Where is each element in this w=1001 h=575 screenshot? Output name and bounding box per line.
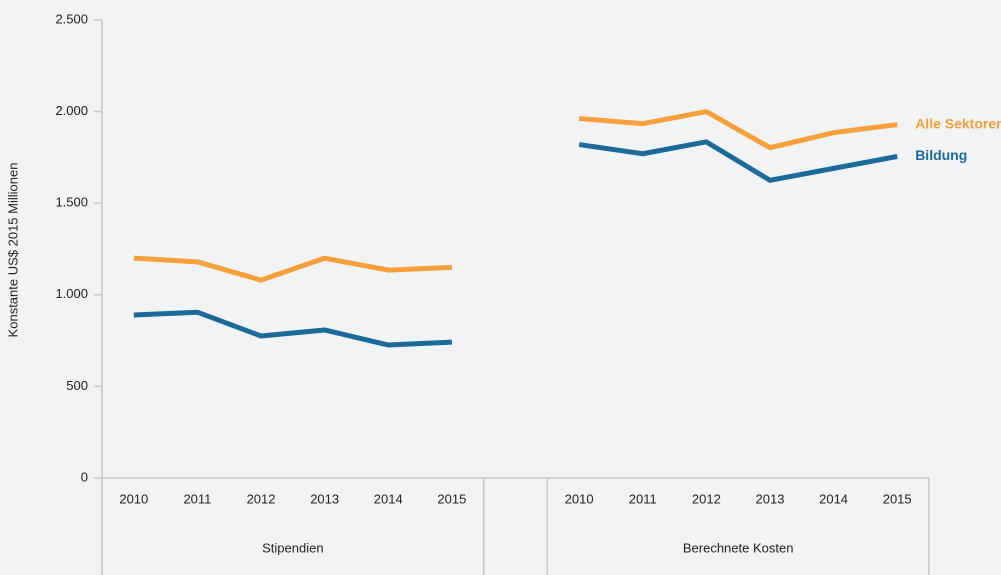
x-tick-label: 2015 [437,491,466,506]
y-tick-label: 1.500 [55,195,88,210]
x-tick-label: 2010 [119,491,148,506]
group-label: Stipendien [262,540,323,555]
x-tick-label: 2012 [692,491,721,506]
x-tick-label: 2011 [629,491,657,506]
y-tick-label: 500 [66,378,88,393]
series-line [133,109,898,283]
group-label: Berechnete Kosten [683,540,794,555]
x-tick-label: 2011 [183,491,211,506]
series-label: Bildung [915,147,967,163]
x-tick-label: 2012 [247,491,276,506]
x-tick-label: 2015 [883,491,912,506]
y-axis-title: Konstante US$ 2015 Millionen [5,163,20,338]
y-tick-label: 0 [81,469,88,484]
y-tick-label: 2.000 [55,103,88,118]
series-label: Alle Sektoren [915,115,1001,131]
series-line [133,139,898,348]
y-tick-label: 1.000 [55,286,88,301]
x-tick-label: 2010 [565,491,594,506]
x-tick-label: 2013 [756,491,785,506]
x-tick-label: 2013 [310,491,339,506]
x-tick-label: 2014 [374,491,403,506]
x-tick-label: 2014 [819,491,848,506]
y-tick-label: 2.500 [55,11,88,26]
